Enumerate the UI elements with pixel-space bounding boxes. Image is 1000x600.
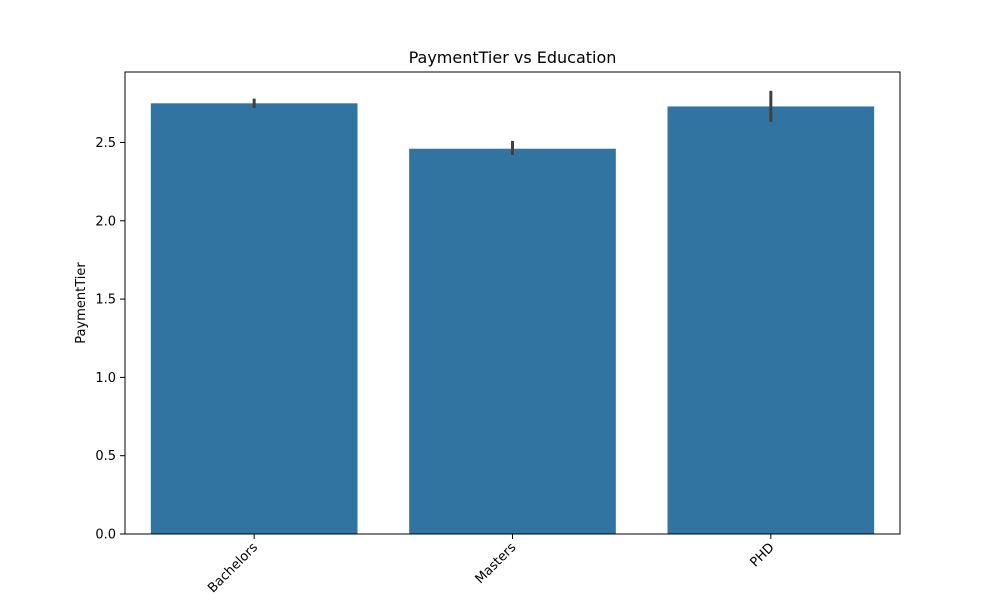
bar-bachelors [150, 103, 358, 535]
y-tick-label: 0.0 [95, 528, 116, 543]
x-axis: Bachelors Masters PHD [205, 534, 778, 596]
y-tick-label: 1.0 [95, 371, 116, 386]
y-tick-label: 2.5 [95, 136, 116, 151]
y-tick-label: 0.5 [95, 449, 116, 464]
chart-title: PaymentTier vs Education [409, 48, 617, 67]
bars-layer [150, 103, 875, 535]
y-axis-label: PaymentTier [74, 262, 89, 344]
y-tick-label: 1.5 [95, 293, 116, 308]
y-axis: 0.0 0.5 1.0 1.5 2.0 2.5 [95, 136, 125, 543]
x-tick-label-bachelors: Bachelors [205, 540, 261, 596]
bar-phd [667, 106, 875, 535]
x-tick-label-phd: PHD [748, 540, 778, 570]
bar-masters [409, 148, 616, 534]
error-bars-layer [252, 90, 773, 156]
y-tick-label: 2.0 [95, 214, 116, 229]
x-tick-label-masters: Masters [473, 540, 520, 587]
